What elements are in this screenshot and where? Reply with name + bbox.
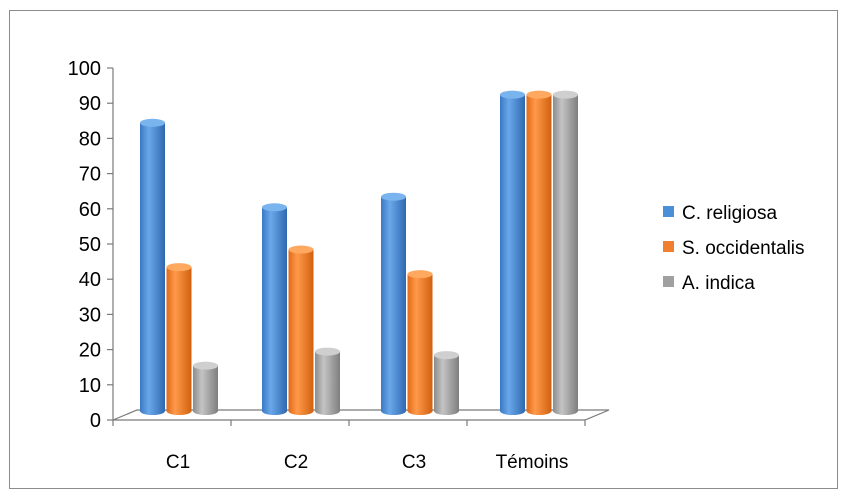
y-tick-label: 0 [90,410,101,432]
bar [500,90,525,415]
bar-top [166,263,192,272]
bar-body [381,196,406,415]
bar [262,203,287,415]
y-tick-label: 80 [79,128,101,150]
bar-top [553,90,578,99]
y-tick-label: 70 [79,164,101,186]
bar-body [407,274,433,415]
bar [166,263,192,415]
axes: 0 10 20 30 40 50 60 70 80 90 100 C1 C2 C3 Témoins [68,58,610,473]
bar-body [288,249,314,415]
bar-top [526,90,552,99]
bar-top [140,118,165,127]
bar-top [262,203,287,212]
bar-body [262,207,287,415]
legend: C. religiosa S. occidentalis A. indica [663,203,805,294]
y-tick-label: 50 [79,234,101,256]
bar-body [193,365,218,415]
y-tick-label: 40 [79,269,101,291]
floor-plane [112,409,610,421]
bar-body [553,94,578,415]
y-tick-label: 100 [68,58,101,80]
legend-swatch [663,241,674,252]
bar-top [193,361,218,370]
bar [407,270,433,415]
y-tick-label: 20 [79,340,101,362]
x-category-label: C1 [166,452,190,473]
x-category-label: C2 [284,452,308,473]
bar-top [500,90,525,99]
bar-top [434,351,459,360]
bar-body [315,351,340,415]
bar [553,90,578,415]
legend-swatch [663,276,674,287]
bars [140,90,578,416]
bar-body [500,94,525,415]
x-category-label: C3 [402,452,426,473]
bar [315,347,340,415]
y-tick-label: 10 [79,375,101,397]
legend-swatch [663,206,674,217]
bar-top [315,347,340,356]
x-category-label: Témoins [496,452,569,473]
legend-label: S. occidentalis [682,238,805,259]
bar-top [381,192,406,201]
bar-body [166,267,192,415]
bar-body [434,355,459,415]
bar-top [407,270,433,279]
bar-top [288,245,314,254]
bar-body [140,122,165,416]
bar [193,361,218,415]
bar [140,118,165,416]
y-tick-label: 90 [79,93,101,115]
bar-body [526,94,552,415]
y-tick-label: 60 [79,199,101,221]
y-tick-label: 30 [79,304,101,326]
bar [526,90,552,415]
bar [434,351,459,415]
bar [381,192,406,415]
bar [288,245,314,415]
legend-label: A. indica [682,273,755,294]
legend-label: C. religiosa [682,203,777,224]
